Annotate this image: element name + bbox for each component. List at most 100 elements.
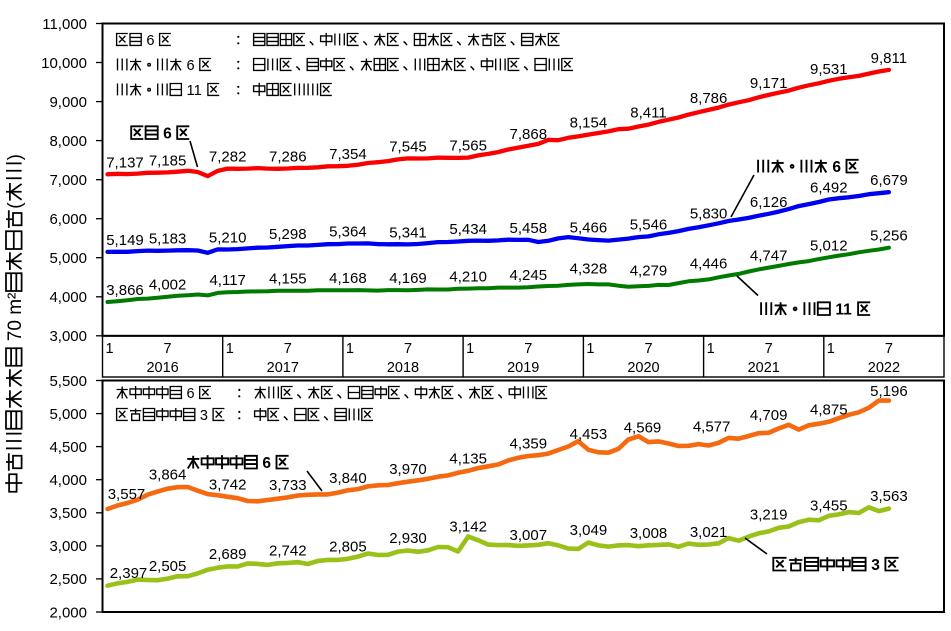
svg-text:2018: 2018 [387, 360, 419, 376]
svg-text:6,679: 6,679 [870, 172, 908, 189]
svg-text:5,000: 5,000 [49, 406, 87, 423]
svg-text:4,279: 4,279 [630, 262, 668, 279]
svg-text:): ) [5, 154, 26, 160]
svg-text:7: 7 [885, 341, 893, 357]
svg-text:6,492: 6,492 [810, 180, 848, 197]
svg-text:3: 3 [196, 408, 212, 424]
svg-text:1: 1 [827, 341, 835, 357]
svg-text:11: 11 [183, 83, 206, 99]
svg-text:4,453: 4,453 [570, 426, 608, 443]
svg-text:7: 7 [164, 341, 172, 357]
svg-text:5,298: 5,298 [269, 226, 307, 243]
svg-text:3,008: 3,008 [630, 525, 668, 542]
svg-text:7: 7 [644, 341, 652, 357]
svg-text:5,546: 5,546 [630, 216, 668, 233]
svg-text:5,012: 5,012 [810, 237, 848, 254]
svg-text:2016: 2016 [146, 360, 178, 376]
svg-text:3,563: 3,563 [870, 488, 908, 505]
svg-text:5,434: 5,434 [449, 221, 487, 238]
svg-text:7,354: 7,354 [329, 146, 367, 163]
svg-text:3,970: 3,970 [389, 461, 427, 478]
svg-text:5,256: 5,256 [870, 228, 908, 245]
svg-text:5,210: 5,210 [209, 230, 247, 247]
svg-text:4,328: 4,328 [570, 261, 608, 278]
svg-text:9,000: 9,000 [49, 94, 87, 111]
svg-text:4,135: 4,135 [449, 450, 487, 467]
svg-text:2019: 2019 [507, 360, 539, 376]
svg-text:5,000: 5,000 [49, 250, 87, 267]
svg-text:7,137: 7,137 [106, 154, 144, 171]
svg-text:2021: 2021 [748, 360, 780, 376]
svg-text:5,364: 5,364 [329, 224, 367, 241]
svg-text:6,126: 6,126 [750, 194, 788, 211]
svg-text:1: 1 [707, 341, 715, 357]
svg-text:1: 1 [586, 341, 594, 357]
svg-text:4,245: 4,245 [510, 267, 548, 284]
svg-text:2020: 2020 [627, 360, 659, 376]
svg-text:11: 11 [831, 302, 856, 319]
svg-text:4,002: 4,002 [149, 277, 187, 294]
svg-text:7,545: 7,545 [389, 138, 427, 155]
svg-text:4,000: 4,000 [49, 472, 87, 489]
svg-text:6,000: 6,000 [49, 211, 87, 228]
svg-text:7,868: 7,868 [510, 126, 548, 143]
svg-text:8,000: 8,000 [49, 133, 87, 150]
svg-text:4,875: 4,875 [810, 401, 848, 418]
svg-text:2,805: 2,805 [329, 538, 367, 555]
svg-text:11,000: 11,000 [42, 16, 87, 33]
svg-text:5,458: 5,458 [510, 220, 548, 237]
svg-text:8,786: 8,786 [690, 90, 728, 107]
svg-text:3,864: 3,864 [149, 467, 187, 484]
svg-text:3,866: 3,866 [106, 282, 144, 299]
svg-text:5,830: 5,830 [690, 205, 728, 222]
svg-text:2,689: 2,689 [209, 546, 247, 563]
svg-text:3,733: 3,733 [269, 477, 307, 494]
svg-text:6: 6 [183, 58, 199, 74]
svg-text:3,840: 3,840 [329, 470, 367, 487]
svg-text:4,709: 4,709 [750, 407, 788, 424]
svg-text:3,455: 3,455 [810, 497, 848, 514]
svg-text:2,505: 2,505 [149, 558, 187, 575]
svg-text:4,210: 4,210 [449, 269, 487, 286]
svg-text:4,747: 4,747 [750, 248, 788, 265]
svg-text:6: 6 [828, 159, 845, 176]
svg-text:3,049: 3,049 [570, 522, 608, 539]
svg-text:3,021: 3,021 [690, 524, 728, 541]
svg-text:4,155: 4,155 [269, 271, 307, 288]
svg-text:6: 6 [159, 126, 176, 143]
svg-text:7: 7 [524, 341, 532, 357]
svg-text:2,742: 2,742 [269, 542, 307, 559]
svg-text:7: 7 [404, 341, 412, 357]
svg-text:3,742: 3,742 [209, 476, 247, 493]
svg-text:70 m²: 70 m² [5, 293, 26, 347]
svg-text:5,183: 5,183 [149, 231, 187, 248]
svg-text:8,411: 8,411 [630, 105, 666, 122]
svg-text:4,446: 4,446 [690, 255, 728, 272]
svg-text:2,000: 2,000 [49, 604, 87, 621]
svg-text:3,007: 3,007 [510, 527, 548, 544]
svg-text:4,169: 4,169 [389, 270, 427, 287]
svg-text:2022: 2022 [868, 360, 900, 376]
svg-text:6: 6 [142, 33, 158, 49]
svg-text:3,557: 3,557 [108, 486, 146, 503]
svg-text:5,196: 5,196 [870, 383, 908, 400]
svg-text:4,500: 4,500 [49, 439, 87, 456]
svg-text:7,565: 7,565 [449, 138, 487, 155]
svg-text:1: 1 [226, 341, 234, 357]
svg-text:7,185: 7,185 [149, 152, 187, 169]
svg-text:5,500: 5,500 [49, 373, 87, 390]
svg-text:7: 7 [765, 341, 773, 357]
svg-text:3,000: 3,000 [49, 328, 87, 345]
svg-text:2,500: 2,500 [49, 571, 87, 588]
svg-text:4,168: 4,168 [329, 270, 367, 287]
svg-text:6: 6 [258, 455, 275, 472]
svg-text:3,142: 3,142 [449, 519, 487, 536]
svg-text:8,154: 8,154 [570, 115, 608, 132]
svg-text:7,000: 7,000 [49, 172, 87, 189]
svg-text:4,569: 4,569 [624, 419, 662, 436]
svg-text:7,286: 7,286 [269, 149, 307, 166]
svg-text:2,930: 2,930 [389, 530, 427, 547]
svg-text:2017: 2017 [267, 360, 299, 376]
svg-text:9,531: 9,531 [810, 61, 848, 78]
svg-text:9,811: 9,811 [871, 50, 907, 67]
